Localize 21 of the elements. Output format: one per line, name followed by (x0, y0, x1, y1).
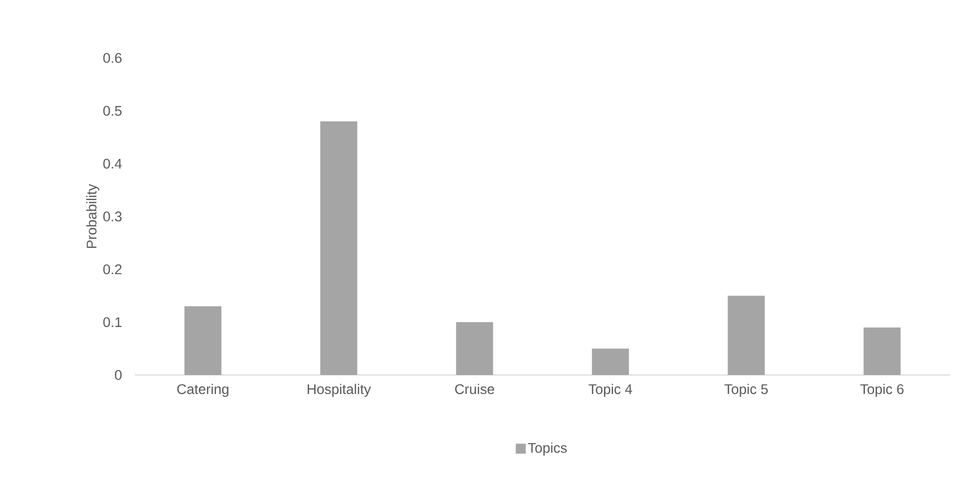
bar (592, 348, 629, 375)
bar (320, 121, 358, 375)
y-tick-label: 0.1 (103, 317, 122, 328)
x-tick-label: Cruise (455, 384, 494, 394)
x-tick-label: Catering (177, 384, 228, 397)
y-tick-label: 0.2 (103, 264, 122, 274)
x-tick-label: Topic 6 (860, 384, 904, 397)
y-tick-label: 0.4 (103, 158, 122, 169)
y-tick-label: 0.6 (103, 53, 122, 63)
legend-label: Topics (528, 442, 567, 456)
y-tick-label: 0 (114, 370, 122, 380)
y-axis-title: Probability (86, 184, 100, 248)
bar (728, 296, 765, 375)
bar (864, 327, 901, 375)
bar (456, 322, 494, 375)
x-tick-label: Topic 5 (724, 384, 768, 397)
x-tick-label: Hospitality (308, 384, 371, 397)
x-tick-label: Topic 4 (588, 384, 632, 397)
y-tick-label: 0.5 (103, 106, 122, 116)
y-tick-label: 0.3 (103, 212, 122, 222)
bar (184, 306, 222, 375)
